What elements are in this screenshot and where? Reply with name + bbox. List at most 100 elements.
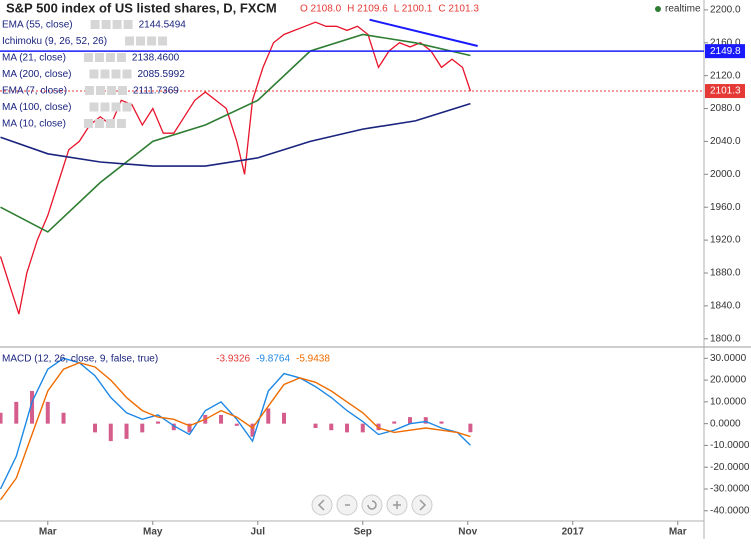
macd-readout: -5.9438 [296, 354, 330, 365]
x-tick-label: 2017 [562, 527, 585, 538]
x-tick-label: Jul [251, 527, 266, 538]
y-tick-label: 2080.0 [710, 103, 741, 114]
indicator-button[interactable] [116, 53, 126, 62]
indicator-label: MA (100, close) [2, 102, 71, 113]
indicator-label: MA (21, close) [2, 53, 66, 64]
indicator-button[interactable] [100, 69, 110, 79]
histogram-bar [423, 417, 428, 424]
indicator-button[interactable] [107, 86, 117, 95]
indicator-row: MA (10, close) [2, 119, 126, 130]
scroll-left-button[interactable] [311, 494, 333, 516]
scroll-right-button[interactable] [411, 494, 433, 516]
indicator-row: Ichimoku (9, 26, 52, 26) [2, 36, 168, 47]
histogram-bar [156, 421, 161, 424]
histogram-bar [108, 423, 113, 442]
indicator-button[interactable] [122, 69, 132, 79]
indicator-button[interactable] [90, 20, 100, 29]
y-tick-label: -30.0000 [710, 484, 750, 495]
indicator-button[interactable] [89, 102, 99, 112]
price-label: 2101.3 [710, 86, 741, 97]
indicator-label: Ichimoku (9, 26, 52, 26) [2, 36, 107, 47]
indicator-value: 2138.4600 [132, 53, 180, 64]
indicator-button[interactable] [83, 119, 93, 128]
ohlc-value: L 2100.1 [394, 4, 433, 15]
y-tick-label: -10.0000 [710, 440, 750, 451]
histogram-bar [14, 401, 19, 424]
reset-button[interactable] [361, 494, 383, 516]
indicator-button[interactable] [158, 36, 168, 46]
indicator-button[interactable] [85, 86, 95, 95]
status-dot [655, 6, 661, 12]
x-tick-label: Mar [669, 527, 687, 538]
histogram-bar [45, 401, 50, 424]
y-tick-label: -20.0000 [710, 462, 750, 473]
y-tick-label: 1920.0 [710, 235, 741, 246]
histogram-bar [439, 421, 444, 424]
indicator-button[interactable] [89, 69, 99, 79]
chart-title: S&P 500 index of US listed shares, D, FX… [6, 0, 277, 15]
histogram-bar [187, 423, 192, 433]
histogram-bar [329, 423, 334, 431]
price-label-box [705, 44, 745, 59]
indicator-button[interactable] [112, 20, 122, 29]
indicator-button[interactable] [118, 86, 128, 95]
indicator-button[interactable] [94, 119, 104, 128]
trendline [369, 18, 478, 47]
indicator-label: MA (10, close) [2, 119, 66, 130]
y-tick-label: 1800.0 [710, 333, 741, 344]
indicator-button[interactable] [116, 119, 126, 128]
y-tick-label: 2040.0 [710, 136, 741, 147]
indicator-label: EMA (55, close) [2, 20, 73, 31]
indicator-row: EMA (7, close) 2111.7369 [2, 86, 179, 97]
indicator-button[interactable] [123, 20, 133, 29]
histogram-bar [30, 390, 35, 424]
button-icons [317, 499, 427, 511]
histogram-bar [468, 423, 473, 433]
histogram-bar [345, 423, 350, 433]
indicator-button[interactable] [147, 36, 157, 46]
macd-readout: -9.8764 [256, 354, 290, 365]
indicator-value: 2111.7369 [133, 86, 179, 97]
histogram-bar [392, 421, 397, 424]
price-line [0, 102, 471, 167]
macd-line [0, 361, 471, 501]
indicator-value: 2144.5494 [139, 20, 187, 31]
price-label: 2149.8 [710, 46, 741, 57]
histogram-bar [93, 423, 98, 433]
y-tick-label: 2200.0 [710, 5, 741, 16]
macd-readout: -3.9326 [216, 354, 250, 365]
ohlc-value: H 2109.6 [347, 4, 388, 15]
indicator-button[interactable] [101, 20, 111, 29]
macd-title: MACD (12, 26, close, 9, false, true) [2, 354, 158, 365]
indicator-button[interactable] [83, 53, 93, 62]
indicator-button[interactable] [100, 102, 110, 112]
indicator-button[interactable] [111, 69, 121, 79]
status: realtime [665, 4, 701, 15]
indicator-button[interactable] [105, 53, 115, 62]
indicator-button[interactable] [122, 102, 132, 112]
indicator-button[interactable] [136, 36, 146, 46]
y-tick-label: 2000.0 [710, 169, 741, 180]
indicator-button[interactable] [94, 53, 104, 62]
x-tick-label: Mar [39, 527, 57, 538]
indicator-button[interactable] [105, 119, 115, 128]
histogram-bar [61, 412, 66, 424]
indicator-button[interactable] [111, 102, 121, 112]
indicator-row: MA (100, close) [2, 102, 132, 113]
histogram-bar [266, 408, 271, 424]
indicator-row: MA (21, close) 2138.4600 [2, 53, 180, 64]
histogram-bar [234, 423, 239, 426]
ohlc-value: C 2101.3 [438, 4, 479, 15]
indicator-value: 2085.5992 [137, 69, 185, 80]
indicator-button[interactable] [96, 86, 106, 95]
histogram-bar [140, 423, 145, 433]
x-tick-label: Sep [354, 527, 372, 538]
histogram-bar [408, 417, 413, 424]
x-tick-label: Nov [458, 527, 477, 538]
y-tick-label: 20.0000 [710, 375, 747, 386]
price-line [0, 33, 471, 233]
indicator-button[interactable] [125, 36, 135, 46]
y-tick-label: 1840.0 [710, 301, 741, 312]
